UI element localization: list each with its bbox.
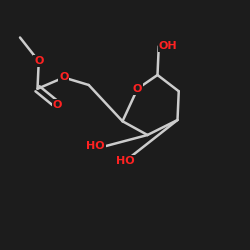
Text: O: O	[133, 84, 142, 94]
Text: O: O	[59, 72, 69, 83]
Text: O: O	[53, 100, 62, 110]
Text: O: O	[34, 56, 43, 66]
Text: HO: HO	[116, 156, 134, 166]
Text: HO: HO	[86, 141, 105, 151]
Text: OH: OH	[159, 41, 178, 51]
